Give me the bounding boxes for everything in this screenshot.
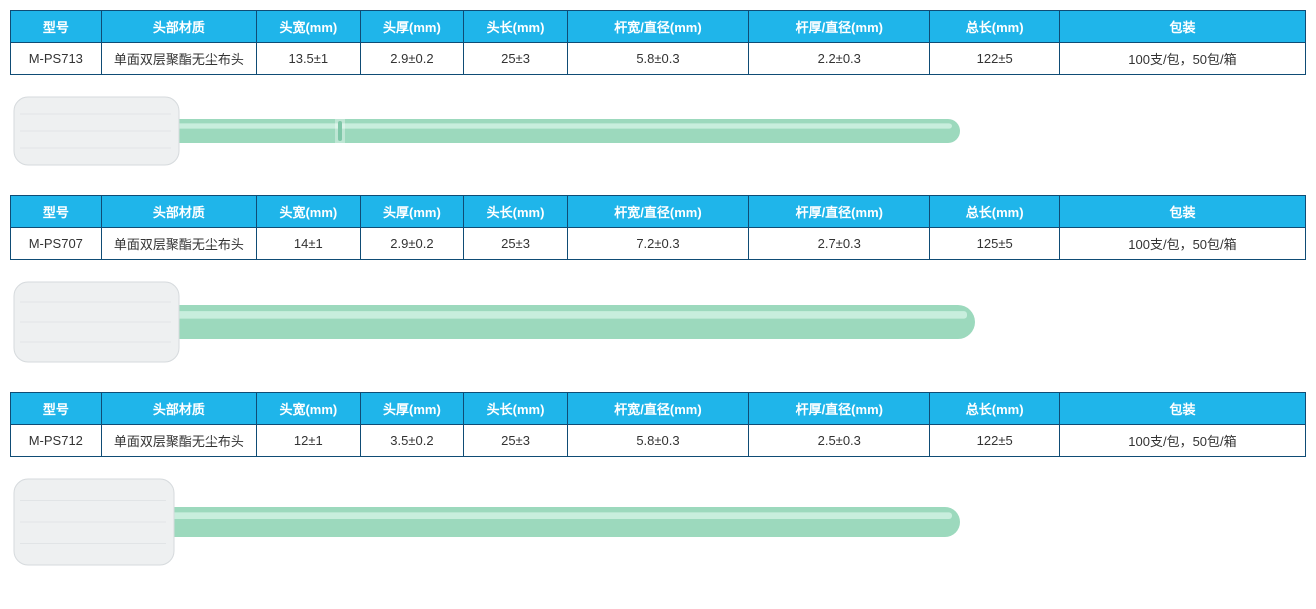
cell-shaft_t: 2.7±0.3 — [749, 228, 930, 260]
col-header-head_w: 头宽(mm) — [257, 196, 361, 228]
col-header-head_mat: 头部材质 — [101, 393, 256, 425]
col-header-head_l: 头长(mm) — [464, 393, 568, 425]
spec-table: 型号头部材质头宽(mm)头厚(mm)头长(mm)杆宽/直径(mm)杆厚/直径(m… — [10, 195, 1306, 260]
cell-model: M-PS707 — [11, 228, 102, 260]
col-header-shaft_w: 杆宽/直径(mm) — [567, 11, 748, 43]
col-header-model: 型号 — [11, 11, 102, 43]
swab-illustration — [10, 471, 960, 573]
col-header-shaft_t: 杆厚/直径(mm) — [749, 196, 930, 228]
col-header-head_t: 头厚(mm) — [360, 11, 464, 43]
col-header-packing: 包装 — [1059, 393, 1305, 425]
cell-shaft_w: 5.8±0.3 — [567, 43, 748, 75]
spec-table: 型号头部材质头宽(mm)头厚(mm)头长(mm)杆宽/直径(mm)杆厚/直径(m… — [10, 10, 1306, 75]
cell-head_w: 12±1 — [257, 425, 361, 457]
table-row: M-PS713单面双层聚酯无尘布头13.5±12.9±0.225±35.8±0.… — [11, 43, 1306, 75]
table-row: M-PS707单面双层聚酯无尘布头14±12.9±0.225±37.2±0.32… — [11, 228, 1306, 260]
cell-head_t: 2.9±0.2 — [360, 43, 464, 75]
col-header-shaft_w: 杆宽/直径(mm) — [567, 393, 748, 425]
swab-illustration — [10, 274, 975, 370]
cell-head_l: 25±3 — [464, 425, 568, 457]
cell-head_l: 25±3 — [464, 228, 568, 260]
cell-total_l: 125±5 — [930, 228, 1060, 260]
col-header-shaft_t: 杆厚/直径(mm) — [749, 393, 930, 425]
cell-head_mat: 单面双层聚酯无尘布头 — [101, 228, 256, 260]
cell-shaft_w: 7.2±0.3 — [567, 228, 748, 260]
table-row: M-PS712单面双层聚酯无尘布头12±13.5±0.225±35.8±0.32… — [11, 425, 1306, 457]
col-header-model: 型号 — [11, 393, 102, 425]
col-header-head_l: 头长(mm) — [464, 11, 568, 43]
product-block: 型号头部材质头宽(mm)头厚(mm)头长(mm)杆宽/直径(mm)杆厚/直径(m… — [10, 392, 1306, 577]
col-header-head_t: 头厚(mm) — [360, 196, 464, 228]
cell-shaft_w: 5.8±0.3 — [567, 425, 748, 457]
col-header-total_l: 总长(mm) — [930, 11, 1060, 43]
col-header-head_w: 头宽(mm) — [257, 11, 361, 43]
cell-model: M-PS713 — [11, 43, 102, 75]
col-header-packing: 包装 — [1059, 11, 1305, 43]
swab-illustration — [10, 89, 960, 173]
cell-packing: 100支/包，50包/箱 — [1059, 425, 1305, 457]
swab-container — [10, 260, 1306, 374]
cell-head_mat: 单面双层聚酯无尘布头 — [101, 425, 256, 457]
cell-head_t: 2.9±0.2 — [360, 228, 464, 260]
cell-packing: 100支/包，50包/箱 — [1059, 43, 1305, 75]
col-header-head_mat: 头部材质 — [101, 196, 256, 228]
cell-head_w: 13.5±1 — [257, 43, 361, 75]
col-header-packing: 包装 — [1059, 196, 1305, 228]
col-header-total_l: 总长(mm) — [930, 196, 1060, 228]
product-block: 型号头部材质头宽(mm)头厚(mm)头长(mm)杆宽/直径(mm)杆厚/直径(m… — [10, 195, 1306, 374]
col-header-head_w: 头宽(mm) — [257, 393, 361, 425]
cell-head_mat: 单面双层聚酯无尘布头 — [101, 43, 256, 75]
col-header-total_l: 总长(mm) — [930, 393, 1060, 425]
col-header-head_mat: 头部材质 — [101, 11, 256, 43]
cell-shaft_t: 2.5±0.3 — [749, 425, 930, 457]
product-block: 型号头部材质头宽(mm)头厚(mm)头长(mm)杆宽/直径(mm)杆厚/直径(m… — [10, 10, 1306, 177]
cell-model: M-PS712 — [11, 425, 102, 457]
col-header-shaft_t: 杆厚/直径(mm) — [749, 11, 930, 43]
col-header-shaft_w: 杆宽/直径(mm) — [567, 196, 748, 228]
spec-table: 型号头部材质头宽(mm)头厚(mm)头长(mm)杆宽/直径(mm)杆厚/直径(m… — [10, 392, 1306, 457]
col-header-head_t: 头厚(mm) — [360, 393, 464, 425]
cell-packing: 100支/包，50包/箱 — [1059, 228, 1305, 260]
cell-total_l: 122±5 — [930, 43, 1060, 75]
cell-shaft_t: 2.2±0.3 — [749, 43, 930, 75]
cell-head_t: 3.5±0.2 — [360, 425, 464, 457]
cell-head_l: 25±3 — [464, 43, 568, 75]
swab-container — [10, 75, 1306, 177]
swab-container — [10, 457, 1306, 577]
col-header-model: 型号 — [11, 196, 102, 228]
cell-head_w: 14±1 — [257, 228, 361, 260]
col-header-head_l: 头长(mm) — [464, 196, 568, 228]
cell-total_l: 122±5 — [930, 425, 1060, 457]
